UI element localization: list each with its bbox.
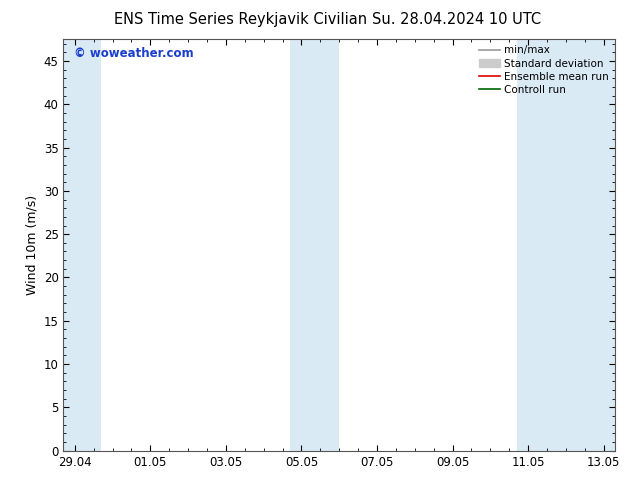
Legend: min/max, Standard deviation, Ensemble mean run, Controll run: min/max, Standard deviation, Ensemble me… — [475, 41, 613, 99]
Y-axis label: Wind 10m (m/s): Wind 10m (m/s) — [25, 195, 38, 295]
Text: © woweather.com: © woweather.com — [74, 48, 194, 60]
Text: ENS Time Series Reykjavik Civilian: ENS Time Series Reykjavik Civilian — [114, 12, 368, 27]
Bar — [517, 39, 615, 451]
Bar — [290, 39, 339, 451]
Bar — [63, 39, 101, 451]
Text: Su. 28.04.2024 10 UTC: Su. 28.04.2024 10 UTC — [372, 12, 541, 27]
